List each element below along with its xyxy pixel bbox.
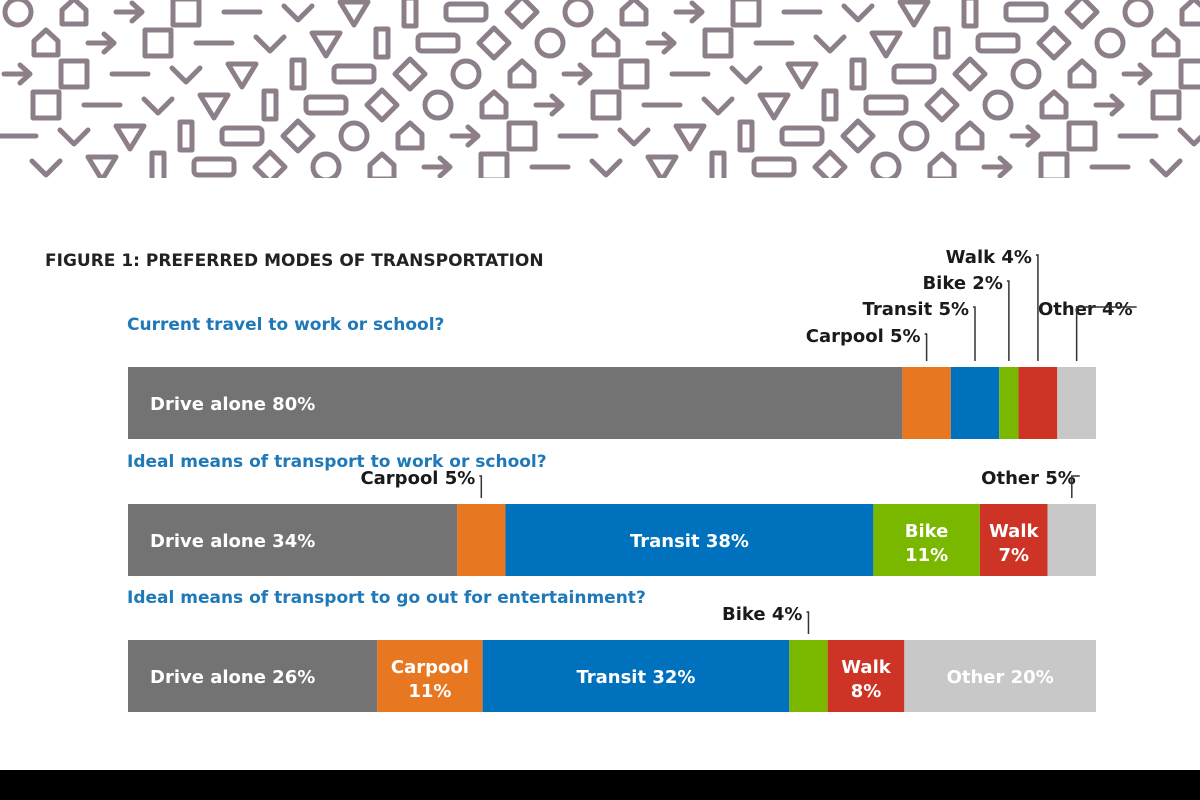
segment-label: 11% bbox=[905, 545, 948, 566]
row-question: Ideal means of transport to go out for e… bbox=[127, 588, 646, 608]
callout-leader bbox=[1075, 306, 1137, 361]
bar-row: Current travel to work or school? Drive a… bbox=[127, 247, 1137, 439]
pattern-icons bbox=[0, 0, 1200, 178]
bar-segment-drive-alone bbox=[128, 504, 458, 576]
callout-leader bbox=[1035, 254, 1039, 361]
callout-leader bbox=[1006, 280, 1010, 361]
segment-label: Bike bbox=[905, 521, 949, 542]
segment-label: Walk bbox=[841, 657, 892, 678]
callout-label: Carpool 5% bbox=[360, 468, 475, 489]
bar-segment-carpool bbox=[457, 504, 506, 576]
bar-segment-transit bbox=[482, 640, 790, 712]
callout-label: Bike 4% bbox=[722, 604, 802, 625]
bar-segment-bike bbox=[999, 367, 1019, 439]
bar-segment-carpool bbox=[902, 367, 951, 439]
callout-label: Other 5% bbox=[981, 468, 1076, 489]
bar-row: Ideal means of transport to work or scho… bbox=[127, 452, 1096, 576]
callout-leader bbox=[973, 306, 976, 361]
row-question: Ideal means of transport to work or scho… bbox=[127, 452, 547, 472]
bar-segment-other bbox=[1057, 367, 1096, 439]
bar-segment-carpool bbox=[377, 640, 483, 712]
segment-label: Carpool bbox=[391, 657, 469, 678]
segment-label: Walk bbox=[989, 521, 1040, 542]
chart-title: FIGURE 1: PREFERRED MODES OF TRANSPORTAT… bbox=[45, 251, 544, 271]
bar-segment-bike bbox=[873, 504, 980, 576]
bar-segment-transit bbox=[505, 504, 874, 576]
segment-label: Transit 38% bbox=[630, 531, 749, 552]
bar-segment-transit bbox=[950, 367, 1000, 439]
transportation-pattern-banner bbox=[0, 0, 1200, 178]
callout-label: Transit 5% bbox=[863, 299, 969, 320]
callout-label: Other 4% bbox=[1038, 299, 1133, 320]
bar-segment-walk bbox=[827, 640, 905, 712]
bottom-black-bar bbox=[0, 770, 1200, 800]
segment-label: 11% bbox=[408, 681, 451, 702]
bar-segment-drive-alone bbox=[128, 640, 378, 712]
callout-leader bbox=[1071, 475, 1080, 498]
row-question: Current travel to work or school? bbox=[127, 315, 444, 335]
bar-segment-other bbox=[1047, 504, 1096, 576]
bar-segment-bike bbox=[789, 640, 828, 712]
segment-label: 8% bbox=[851, 681, 882, 702]
callout-leader bbox=[479, 475, 483, 498]
callout-label: Carpool 5% bbox=[806, 326, 921, 347]
segment-label: Drive alone 26% bbox=[150, 667, 315, 688]
callout-label: Bike 2% bbox=[922, 273, 1002, 294]
bar-segment-drive-alone bbox=[128, 367, 903, 439]
segment-label: Drive alone 80% bbox=[150, 394, 315, 415]
bar-segment-other bbox=[904, 640, 1096, 712]
segment-label: 7% bbox=[998, 545, 1029, 566]
callout-leader bbox=[924, 333, 928, 361]
segment-label: Other 20% bbox=[947, 667, 1054, 688]
callout-label: Walk 4% bbox=[946, 247, 1032, 268]
segment-label: Transit 32% bbox=[576, 667, 695, 688]
bar-row: Ideal means of transport to go out for e… bbox=[127, 588, 1096, 712]
callout-leader bbox=[806, 611, 810, 634]
segment-label: Drive alone 34% bbox=[150, 531, 315, 552]
bar-segment-walk bbox=[1018, 367, 1058, 439]
bar-segment-walk bbox=[979, 504, 1048, 576]
